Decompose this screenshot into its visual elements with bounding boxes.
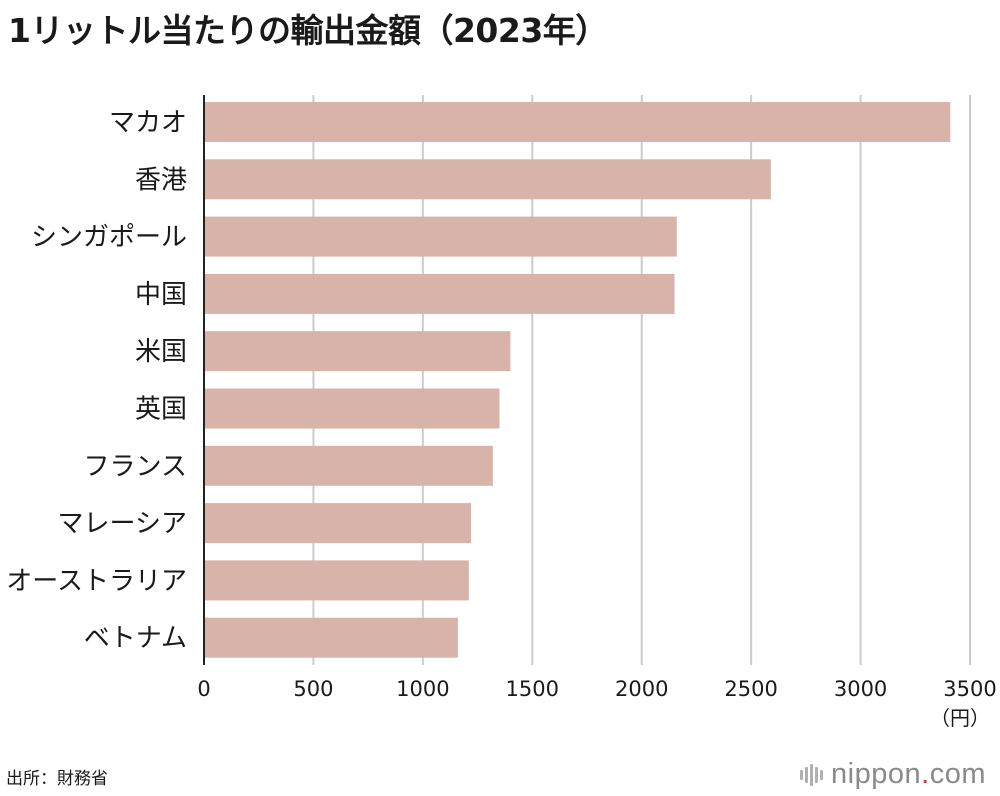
category-label: マカオ — [109, 108, 187, 138]
bar — [204, 388, 500, 429]
category-label: シンガポール — [31, 223, 187, 253]
bar — [204, 560, 469, 601]
brand-logo: nippon. com — [800, 758, 986, 791]
bar — [204, 102, 951, 142]
x-tick-label: 3500 — [943, 677, 996, 701]
x-tick-label: 500 — [293, 677, 333, 701]
x-tick-label: 1500 — [506, 677, 559, 701]
bar — [204, 503, 472, 544]
category-label: フランス — [84, 452, 187, 482]
x-tick-label: 2500 — [724, 677, 777, 701]
brand-name: nippon — [831, 758, 922, 790]
bar — [204, 445, 493, 486]
category-label: 英国 — [135, 395, 187, 425]
x-axis-unit: （円） — [930, 706, 990, 730]
category-label: マレーシア — [58, 509, 187, 539]
source-note: 出所：財務省 — [6, 769, 108, 789]
category-label: ベトナム — [84, 624, 187, 654]
nippon-logo-icon — [800, 763, 824, 786]
bars — [204, 102, 951, 658]
category-label: 米国 — [135, 337, 187, 367]
x-tick-label: 1000 — [396, 677, 449, 701]
bar — [204, 159, 771, 200]
brand-dot: . — [921, 758, 930, 790]
x-axis-ticks: 0 500 1000 1500 2000 2500 3000 3500 — [197, 677, 996, 701]
x-tick-label: 0 — [197, 677, 210, 701]
x-tick-label: 3000 — [834, 677, 887, 701]
brand-suffix: com — [929, 758, 986, 790]
chart-title: 1リットル当たりの輸出金額（2023年） — [8, 11, 608, 50]
category-label: 中国 — [135, 280, 187, 310]
category-label: オーストラリア — [6, 566, 187, 596]
x-tick-label: 2000 — [615, 677, 668, 701]
bar — [204, 273, 675, 314]
bar — [204, 331, 511, 372]
bar — [204, 216, 677, 257]
category-label: 香港 — [135, 165, 187, 195]
bar — [204, 617, 458, 658]
